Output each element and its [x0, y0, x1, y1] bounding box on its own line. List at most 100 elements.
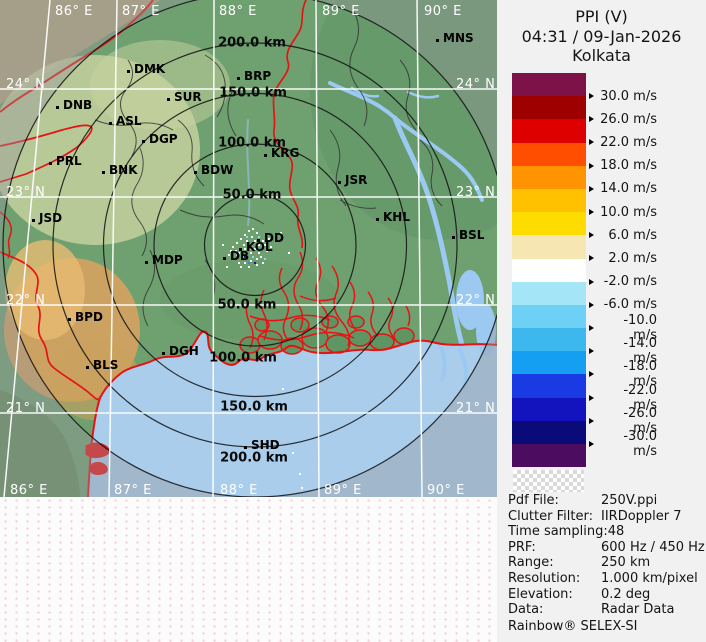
colorbar-block — [512, 304, 586, 329]
colorbar-block — [512, 281, 586, 305]
longitude-label-top: 87° E — [122, 4, 160, 19]
colorbar-block — [512, 235, 586, 259]
longitude-label-bottom: 86° E — [10, 483, 48, 497]
panel-header: PPI (V) 04:31 / 09-Jan-2026 Kolkata — [497, 7, 706, 66]
colorbar-tick: 14.0 m/s — [589, 177, 657, 200]
metadata-value: IIRDoppler 7 — [601, 508, 682, 524]
station-name: Kolkata — [572, 46, 631, 65]
latitude-label-right: 22° N — [456, 293, 496, 308]
city-dot-icon — [49, 162, 52, 165]
metadata-row: Clutter Filter: IIRDoppler 7 — [508, 509, 704, 525]
tick-arrow-icon — [589, 324, 594, 331]
colorbar-block — [512, 328, 586, 352]
city-label: BPD — [75, 310, 103, 324]
city-label: MDP — [152, 253, 183, 267]
colorbar-tick: 30.0 m/s — [589, 85, 657, 108]
city-dot-icon — [452, 236, 455, 239]
latitude-label-right: 23° N — [456, 185, 496, 200]
colorbar-tick: 18.0 m/s — [589, 154, 657, 177]
metadata-row: PRF: 600 Hz / 450 Hz — [508, 539, 705, 556]
city-dot-icon — [264, 154, 267, 157]
map-column: 86° E 87° E 88° E 89° E 90° E 86° E 87° E 88° … — [0, 0, 497, 642]
colorbar-tick: -22.0 m/s — [589, 383, 657, 413]
colorbar-block — [512, 142, 586, 166]
city-label: ASL — [116, 114, 142, 128]
metadata-row: Resolution: 1.000 km/pixel — [508, 571, 704, 587]
tick-arrow-icon — [589, 394, 594, 401]
city-label: KOL — [246, 240, 273, 254]
colorbar-block — [512, 258, 586, 282]
colorbar-block — [512, 119, 586, 143]
city-label: DGP — [149, 132, 178, 146]
metadata-label: Clutter Filter: — [508, 508, 593, 524]
latitude-label-left: 22° N — [6, 293, 46, 308]
longitude-label-bottom: 89° E — [324, 483, 362, 497]
colorbar-tick: -6.0 m/s — [589, 293, 657, 316]
range-ring-label: 150.0 km — [219, 85, 287, 101]
latitude-label-right: 24° N — [456, 77, 496, 92]
state-borders — [0, 0, 497, 497]
metadata-value: 1.000 km/pixel — [601, 570, 698, 586]
colorbar-tick: -30.0 m/s — [589, 429, 657, 459]
info-panel: PPI (V) 04:31 / 09-Jan-2026 Kolkata 30.0… — [497, 0, 706, 642]
longitude-label-top: 88° E — [219, 4, 257, 19]
no-data-checker-block — [513, 470, 584, 492]
tick-arrow-icon — [589, 440, 594, 447]
city-dot-icon — [145, 261, 148, 264]
colorbar-tick: 10.0 m/s — [589, 200, 657, 223]
city-label: DNB — [63, 98, 93, 112]
tick-arrow-icon — [589, 209, 594, 216]
metadata-label: Time sampling: — [508, 524, 608, 540]
radar-map: 86° E 87° E 88° E 89° E 90° E 86° E 87° E 88° … — [0, 0, 497, 497]
city-label: SUR — [174, 90, 202, 104]
scan-datetime: 04:31 / 09-Jan-2026 — [521, 26, 682, 46]
city-dot-icon — [223, 257, 226, 260]
colorbar-block — [512, 444, 586, 468]
city-label: BLS — [93, 358, 119, 372]
scan-metadata: Pdf File: 250V.ppi Clutter Filter: IIRDo… — [508, 493, 705, 618]
colorbar-tick: 26.0 m/s — [589, 108, 657, 131]
city-dot-icon — [32, 219, 35, 222]
tick-arrow-icon — [589, 232, 594, 239]
longitude-label-top: 86° E — [55, 4, 93, 19]
city-dot-icon — [109, 122, 112, 125]
metadata-value: 48 — [607, 524, 625, 540]
city-dot-icon — [244, 446, 247, 449]
metadata-label: Resolution: — [508, 570, 581, 586]
range-rings — [2, 0, 497, 497]
tick-arrow-icon — [589, 417, 594, 424]
latitude-label-left: 21° N — [6, 401, 46, 416]
tick-arrow-icon — [589, 162, 594, 169]
sea-layer — [88, 331, 497, 497]
colorbar-block — [512, 212, 586, 236]
latitude-label-right: 21° N — [456, 401, 496, 416]
tick-arrow-icon — [589, 301, 594, 308]
metadata-value: 250 km — [601, 555, 651, 571]
colorbar-tick: -10.0 m/s — [589, 313, 657, 343]
delta-islands — [239, 315, 415, 355]
tick-arrow-icon — [589, 278, 594, 285]
colorbar-block — [512, 96, 586, 120]
colorbar-tick: -2.0 m/s — [589, 270, 657, 293]
city-label: DMK — [134, 62, 166, 76]
colorbar-block — [512, 420, 586, 444]
city-label: SHD — [251, 438, 280, 452]
tick-arrow-icon — [589, 255, 594, 262]
range-ring-label: 50.0 km — [217, 297, 277, 313]
city-label: KRG — [271, 146, 300, 160]
city-dot-icon — [239, 248, 242, 251]
colorbar-tick: 22.0 m/s — [589, 131, 657, 154]
city-label: JSD — [39, 211, 63, 225]
longitude-label-bottom: 88° E — [220, 483, 258, 497]
metadata-label: Elevation: — [508, 586, 573, 602]
city-dot-icon — [167, 98, 170, 101]
colorbar-tick: 2.0 m/s — [589, 247, 657, 270]
city-label: PRL — [56, 154, 82, 168]
colorbar-tick: -26.0 m/s — [589, 406, 657, 436]
metadata-value: 600 Hz / 450 Hz — [601, 539, 705, 555]
longitude-label-bottom: 90° E — [427, 483, 465, 497]
tick-arrow-icon — [589, 139, 594, 146]
city-dot-icon — [86, 366, 89, 369]
city-dot-icon — [376, 218, 379, 221]
